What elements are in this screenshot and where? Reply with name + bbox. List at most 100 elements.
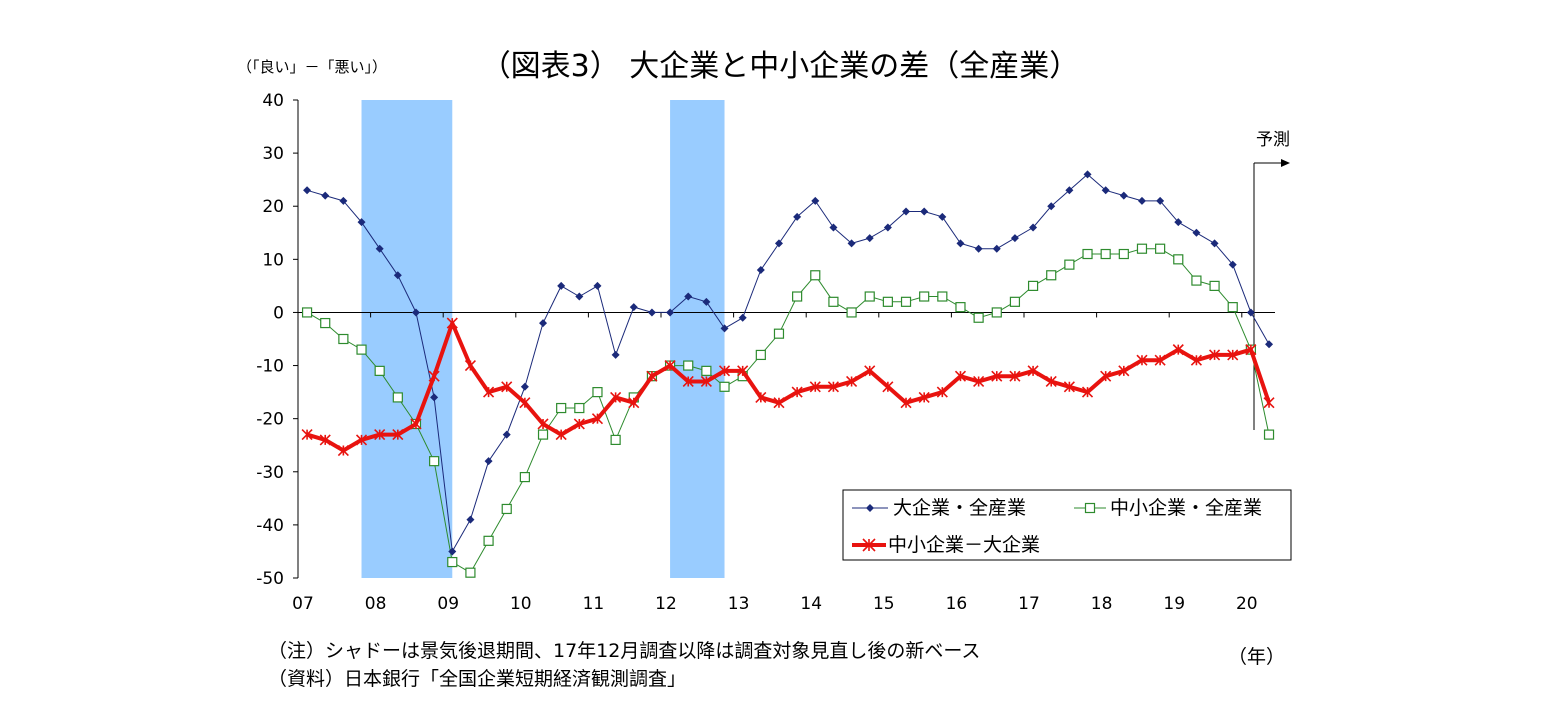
data-point [501,503,512,515]
data-point [1010,234,1019,243]
data-point [1029,223,1038,232]
x-tick-label: 19 [1163,594,1185,614]
data-point [375,244,384,253]
data-point [374,365,385,376]
y-tick-label: 30 [262,144,284,164]
data-point [974,244,983,253]
data-point [1100,370,1112,382]
data-point [1246,308,1255,317]
data-point [682,375,694,388]
data-point [301,307,313,318]
data-point [809,381,821,393]
x-tick-label: 20 [1236,594,1258,614]
data-point [537,429,549,440]
data-point [683,360,694,371]
data-point [1227,302,1238,313]
data-point [1119,191,1128,200]
x-tick-label: 11 [583,594,605,614]
x-tick-label: 15 [873,594,895,614]
data-point [519,397,531,409]
data-point [1100,248,1111,260]
data-point [936,386,948,398]
data-point [792,291,803,302]
data-point [339,196,348,205]
legend: 大企業・全産業 中小企業・全産業 中小企業－大企業 [842,489,1292,561]
data-point [882,296,893,307]
data-point [1154,354,1166,366]
data-point [1009,296,1021,307]
data-point [1009,370,1021,382]
data-point [1027,365,1039,377]
data-point [738,313,747,322]
data-point [773,397,785,409]
x-axis-unit-label: （年） [1228,646,1285,668]
data-point [865,234,874,243]
legend-marker-1 [866,504,874,512]
y-tick-label: -40 [256,516,284,536]
data-point [720,324,729,333]
data-point [847,239,856,248]
series-2 [301,243,1275,578]
data-point [483,386,495,398]
x-tick-label: 16 [946,594,968,614]
x-tick-label: 18 [1091,594,1113,614]
note-text: （注）シャドーは景気後退期間、17年12月調査以降は調査対象見直し後の新ベース [268,640,980,662]
series-1 [303,170,1274,556]
data-point [555,429,567,441]
data-point [1155,243,1166,254]
data-point [374,429,386,441]
data-point [1027,280,1039,291]
data-point [629,303,638,312]
data-point [356,344,367,355]
y-tick-label: 10 [262,250,284,270]
data-point [355,434,368,446]
x-tick-label: 10 [510,594,532,614]
y-tick-label: 0 [273,303,284,323]
data-point [520,382,529,391]
data-point [320,317,331,329]
data-point [774,239,783,248]
chart-title: （図表3） 大企業と中小企業の差（全産業） [481,49,1080,84]
data-point [1136,243,1148,254]
forecast-marker: 予測 [1253,130,1290,430]
data-point [611,350,620,359]
x-tick-label: 07 [292,594,314,614]
data-point [755,349,766,361]
data-point [592,387,603,398]
data-point [811,196,820,205]
data-point [846,375,858,388]
data-point [1245,344,1257,356]
data-point [1118,365,1130,377]
data-point [937,291,948,302]
data-point [829,223,838,232]
data-point [537,418,549,430]
legend-label-large-enterprise: 大企業・全産業 [893,497,1026,519]
data-series [301,170,1275,578]
data-point [664,359,676,372]
data-point [1190,354,1202,366]
source-text: （資料）日本銀行「全国企業短期経済観測調査」 [268,668,686,690]
forecast-label: 予測 [1256,130,1290,150]
data-point [900,397,912,409]
y-tick-label: 40 [262,91,284,111]
data-point [773,328,785,339]
y-tick-label: -50 [256,569,284,589]
data-point [918,391,930,403]
data-point [392,429,404,441]
data-point [446,317,458,329]
y-tick-labels: 40 30 20 10 0 -10 -20 -30 -40 -50 [256,91,284,589]
data-point [556,402,567,414]
data-point [301,429,313,441]
data-point [465,567,476,578]
data-point [338,333,349,345]
legend-box [842,489,1292,561]
data-point [575,292,584,301]
y-tick-label: -20 [256,410,284,430]
data-point [827,381,839,393]
data-point [1263,429,1275,440]
data-point [1156,196,1165,205]
data-point [882,381,894,393]
data-point [666,308,675,317]
data-point [519,471,530,483]
x-tick-label: 14 [800,594,822,614]
